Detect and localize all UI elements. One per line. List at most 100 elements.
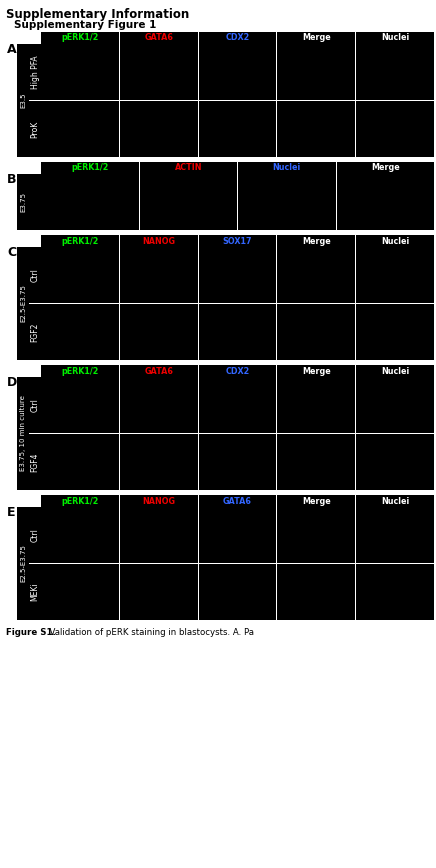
Text: GATA6: GATA6: [223, 496, 252, 505]
Text: FGF4: FGF4: [31, 452, 40, 471]
Bar: [41, 32, 119, 44]
Bar: [41, 495, 119, 507]
Text: Ctrl: Ctrl: [31, 528, 40, 542]
Text: CDX2: CDX2: [225, 34, 250, 43]
Text: Merge: Merge: [302, 34, 330, 43]
Text: E3.75: E3.75: [20, 192, 26, 212]
Bar: [277, 304, 355, 360]
Bar: [41, 564, 119, 620]
Bar: [277, 564, 355, 620]
Bar: [199, 377, 276, 433]
Bar: [199, 235, 276, 247]
Text: ProK: ProK: [31, 121, 40, 138]
Text: CDX2: CDX2: [225, 366, 250, 376]
Text: High PFA: High PFA: [31, 56, 40, 89]
Bar: [120, 377, 198, 433]
Bar: [199, 365, 276, 377]
Text: E2.5-E3.75: E2.5-E3.75: [20, 544, 26, 582]
Bar: [277, 365, 355, 377]
Text: Nuclei: Nuclei: [381, 496, 409, 505]
Bar: [199, 247, 276, 303]
Bar: [120, 32, 198, 44]
Bar: [29, 101, 41, 157]
Bar: [356, 101, 434, 157]
Bar: [277, 507, 355, 563]
Bar: [140, 174, 237, 230]
Bar: [120, 247, 198, 303]
Bar: [29, 247, 41, 303]
Text: pERK1/2: pERK1/2: [61, 496, 99, 505]
Text: Nuclei: Nuclei: [272, 163, 301, 173]
Text: E: E: [7, 506, 16, 519]
Bar: [29, 434, 41, 490]
Bar: [356, 44, 434, 100]
Bar: [120, 101, 198, 157]
Bar: [199, 507, 276, 563]
Text: GATA6: GATA6: [144, 366, 173, 376]
Bar: [41, 304, 119, 360]
Bar: [238, 162, 335, 174]
Bar: [17, 44, 29, 157]
Bar: [120, 507, 198, 563]
Bar: [238, 174, 335, 230]
Text: Supplementary Figure 1: Supplementary Figure 1: [14, 20, 157, 30]
Bar: [41, 365, 119, 377]
Bar: [356, 495, 434, 507]
Bar: [356, 507, 434, 563]
Bar: [41, 507, 119, 563]
Bar: [41, 44, 119, 100]
Bar: [29, 304, 41, 360]
Bar: [199, 101, 276, 157]
Text: NANOG: NANOG: [142, 236, 175, 246]
Bar: [41, 101, 119, 157]
Text: E2.5-E3.75: E2.5-E3.75: [20, 285, 26, 322]
Text: Nuclei: Nuclei: [381, 34, 409, 43]
Text: Merge: Merge: [302, 236, 330, 246]
Bar: [356, 32, 434, 44]
Bar: [17, 377, 29, 490]
Text: Nuclei: Nuclei: [381, 366, 409, 376]
Bar: [199, 564, 276, 620]
Text: ACTIN: ACTIN: [174, 163, 202, 173]
Bar: [277, 44, 355, 100]
Bar: [199, 32, 276, 44]
Bar: [337, 174, 434, 230]
Bar: [120, 564, 198, 620]
Text: Validation of pERK staining in blastocysts. A. Pa: Validation of pERK staining in blastocys…: [44, 628, 254, 637]
Bar: [199, 44, 276, 100]
Text: E3.5: E3.5: [20, 93, 26, 108]
Bar: [277, 377, 355, 433]
Bar: [356, 235, 434, 247]
Text: Merge: Merge: [302, 496, 330, 505]
Text: pERK1/2: pERK1/2: [61, 366, 99, 376]
Bar: [120, 434, 198, 490]
Bar: [29, 564, 41, 620]
Bar: [120, 365, 198, 377]
Bar: [277, 32, 355, 44]
Text: Merge: Merge: [371, 163, 400, 173]
Bar: [120, 235, 198, 247]
Bar: [120, 495, 198, 507]
Text: Ctrl: Ctrl: [31, 268, 40, 282]
Bar: [356, 247, 434, 303]
Bar: [41, 247, 119, 303]
Bar: [41, 174, 139, 230]
Bar: [41, 235, 119, 247]
Text: Merge: Merge: [302, 366, 330, 376]
Bar: [29, 44, 41, 100]
Text: pERK1/2: pERK1/2: [61, 34, 99, 43]
Bar: [29, 377, 41, 433]
Text: GATA6: GATA6: [144, 34, 173, 43]
Bar: [356, 365, 434, 377]
Text: Supplementary Information: Supplementary Information: [6, 8, 189, 21]
Bar: [140, 162, 237, 174]
Bar: [29, 174, 41, 230]
Bar: [356, 434, 434, 490]
Bar: [17, 174, 29, 230]
Bar: [41, 162, 139, 174]
Bar: [277, 247, 355, 303]
Text: C: C: [7, 246, 16, 259]
Bar: [199, 304, 276, 360]
Bar: [356, 377, 434, 433]
Text: NANOG: NANOG: [142, 496, 175, 505]
